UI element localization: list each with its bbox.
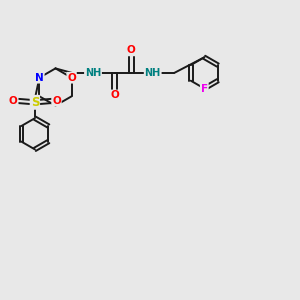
Text: O: O [127, 45, 136, 56]
Text: N: N [35, 73, 44, 83]
Text: O: O [9, 96, 18, 106]
Text: S: S [31, 96, 39, 109]
Text: O: O [67, 73, 76, 83]
Text: NH: NH [145, 68, 161, 78]
Text: F: F [201, 83, 208, 94]
Text: O: O [110, 90, 119, 100]
Text: O: O [52, 96, 61, 106]
Text: NH: NH [85, 68, 101, 78]
